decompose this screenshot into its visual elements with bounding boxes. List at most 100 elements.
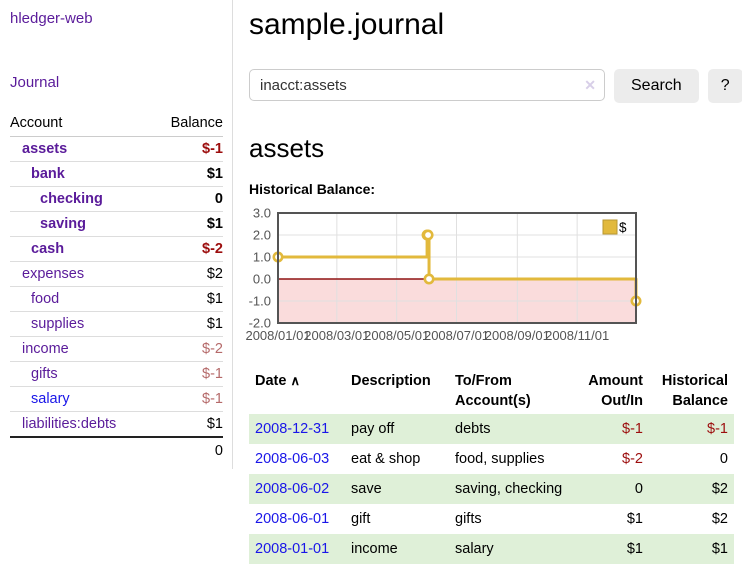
register-amount-cell: $-2 [622,451,643,467]
account-balance: $1 [152,411,223,438]
account-link[interactable]: bank [31,166,65,182]
register-body: 2008-12-31 pay off debts $-1 $-1 2008-06-03 ea… [249,414,734,564]
sidebar-account-row: income $-2 [10,336,223,362]
register-row: 2008-06-03 eat & shop food, supplies $-2 0 [249,444,734,474]
account-balance: $-1 [152,361,223,387]
account-link[interactable]: gifts [31,366,58,382]
main-content: sample.journal ✕ Search ? assets Histori… [245,0,742,564]
transaction-date-link[interactable]: 2008-06-03 [255,451,330,467]
account-balance: 0 [152,186,223,212]
x-axis-tick-label: 2008/07/01 [424,328,489,343]
clear-search-icon[interactable]: ✕ [584,77,596,93]
account-link[interactable]: liabilities:debts [22,416,117,432]
account-name-cell: cash [10,236,153,262]
register-header-description: Description [351,373,431,389]
account-balance: $1 [152,286,223,312]
account-name-cell: supplies [10,311,153,337]
account-name-cell: bank [10,161,153,187]
account-link[interactable]: supplies [31,316,85,332]
sidebar-account-row: bank $1 [10,161,223,187]
transaction-date-link[interactable]: 2008-06-02 [255,481,330,497]
register-description-cell: save [351,481,382,497]
register-amount-cell: $1 [626,511,643,527]
x-axis-tick-label: 2008/09/01 [485,328,550,343]
register-accounts-cell: salary [455,541,494,557]
account-name-cell: checking [10,186,153,212]
legend-label: $ [619,220,627,235]
register-description-cell: income [351,541,398,557]
register-header-date[interactable]: Date ∧ [249,368,345,414]
register-balance-cell: $2 [711,511,728,527]
data-point-marker [423,273,435,285]
account-balance: $-2 [152,336,223,362]
brand-link[interactable]: hledger-web [10,10,93,27]
help-button[interactable]: ? [707,69,742,103]
register-accounts-cell: saving, checking [455,481,563,497]
register-accounts-cell: debts [455,421,491,437]
register-balance-cell: $1 [711,541,728,557]
data-point-marker [422,229,434,241]
transaction-date-link[interactable]: 2008-06-01 [255,511,330,527]
account-link[interactable]: salary [31,391,70,407]
register-table: Date ∧ Description To/From Account(s) Amo… [249,368,734,564]
register-row: 2008-06-01 gift gifts $1 $2 [249,504,734,534]
register-date-cell: 2008-06-02 [249,474,345,504]
sidebar-account-row: salary $-1 [10,386,223,412]
register-amount-cell: $1 [626,541,643,557]
chart-border [277,212,637,324]
x-axis-tick-label: 2008/01/01 [245,328,310,343]
sidebar-account-row: assets $-1 [10,136,223,162]
account-name-cell: income [10,336,153,362]
search-input[interactable] [249,69,605,101]
register-description-cell: pay off [351,421,395,437]
accounts-header-account: Account [10,111,153,137]
account-link[interactable]: checking [40,191,103,207]
account-name-cell: expenses [10,261,153,287]
y-axis-tick-label: 0.0 [253,272,271,287]
account-name-cell: food [10,286,153,312]
transaction-date-link[interactable]: 2008-12-31 [255,421,330,437]
register-row: 2008-12-31 pay off debts $-1 $-1 [249,414,734,444]
register-balance-cell: $-1 [707,421,728,437]
sidebar-account-row: cash $-2 [10,236,223,262]
register-accounts-cell: gifts [455,511,482,527]
search-button[interactable]: Search [614,69,699,103]
account-balance: $1 [152,161,223,187]
sidebar: hledger-web Journal Account Balance asse… [0,0,233,469]
date-header-label: Date [255,373,287,389]
account-balance: $-1 [152,386,223,412]
search-form: ✕ Search ? [249,69,742,103]
account-name-cell: saving [10,211,153,237]
account-balance: $-2 [152,236,223,262]
sidebar-account-row: liabilities:debts $1 [10,411,223,438]
account-balance: $1 [152,311,223,337]
accounts-header-balance: Balance [152,111,223,137]
register-amount-cell: 0 [634,481,643,497]
account-link[interactable]: income [22,341,69,357]
account-link[interactable]: assets [22,141,68,157]
x-axis-tick-label: 2008/03/01 [304,328,369,343]
account-link[interactable]: expenses [22,266,85,282]
account-name-cell: salary [10,386,153,412]
transaction-date-link[interactable]: 2008-01-01 [255,541,330,557]
page-title: sample.journal [249,8,445,41]
account-link[interactable]: cash [31,241,65,257]
sort-ascending-icon: ∧ [290,373,300,388]
historical-balance-chart[interactable]: $3.0 2.0 1.0 0.0 -1.0 -2.0 2008/01/01 2008/03/0… [245,204,734,350]
register-row: 2008-06-02 save saving, checking 0 $2 [249,474,734,504]
y-axis-tick-label: -1.0 [249,294,271,309]
account-name-cell: liabilities:debts [10,411,153,438]
account-link[interactable]: food [31,291,60,307]
accounts-total-spacer [10,436,153,463]
register-header-amount: Amount Out/In [588,373,643,409]
account-balance: $-1 [152,136,223,162]
sidebar-item-journal[interactable]: Journal [10,74,60,91]
account-link[interactable]: saving [40,216,86,232]
register-accounts-cell: food, supplies [455,451,545,467]
sidebar-account-row: gifts $-1 [10,361,223,387]
register-balance-cell: $2 [711,481,728,497]
y-axis-tick-label: 1.0 [253,250,271,265]
sidebar-account-row: saving $1 [10,211,223,237]
register-row: 2008-01-01 income salary $1 $1 [249,534,734,564]
